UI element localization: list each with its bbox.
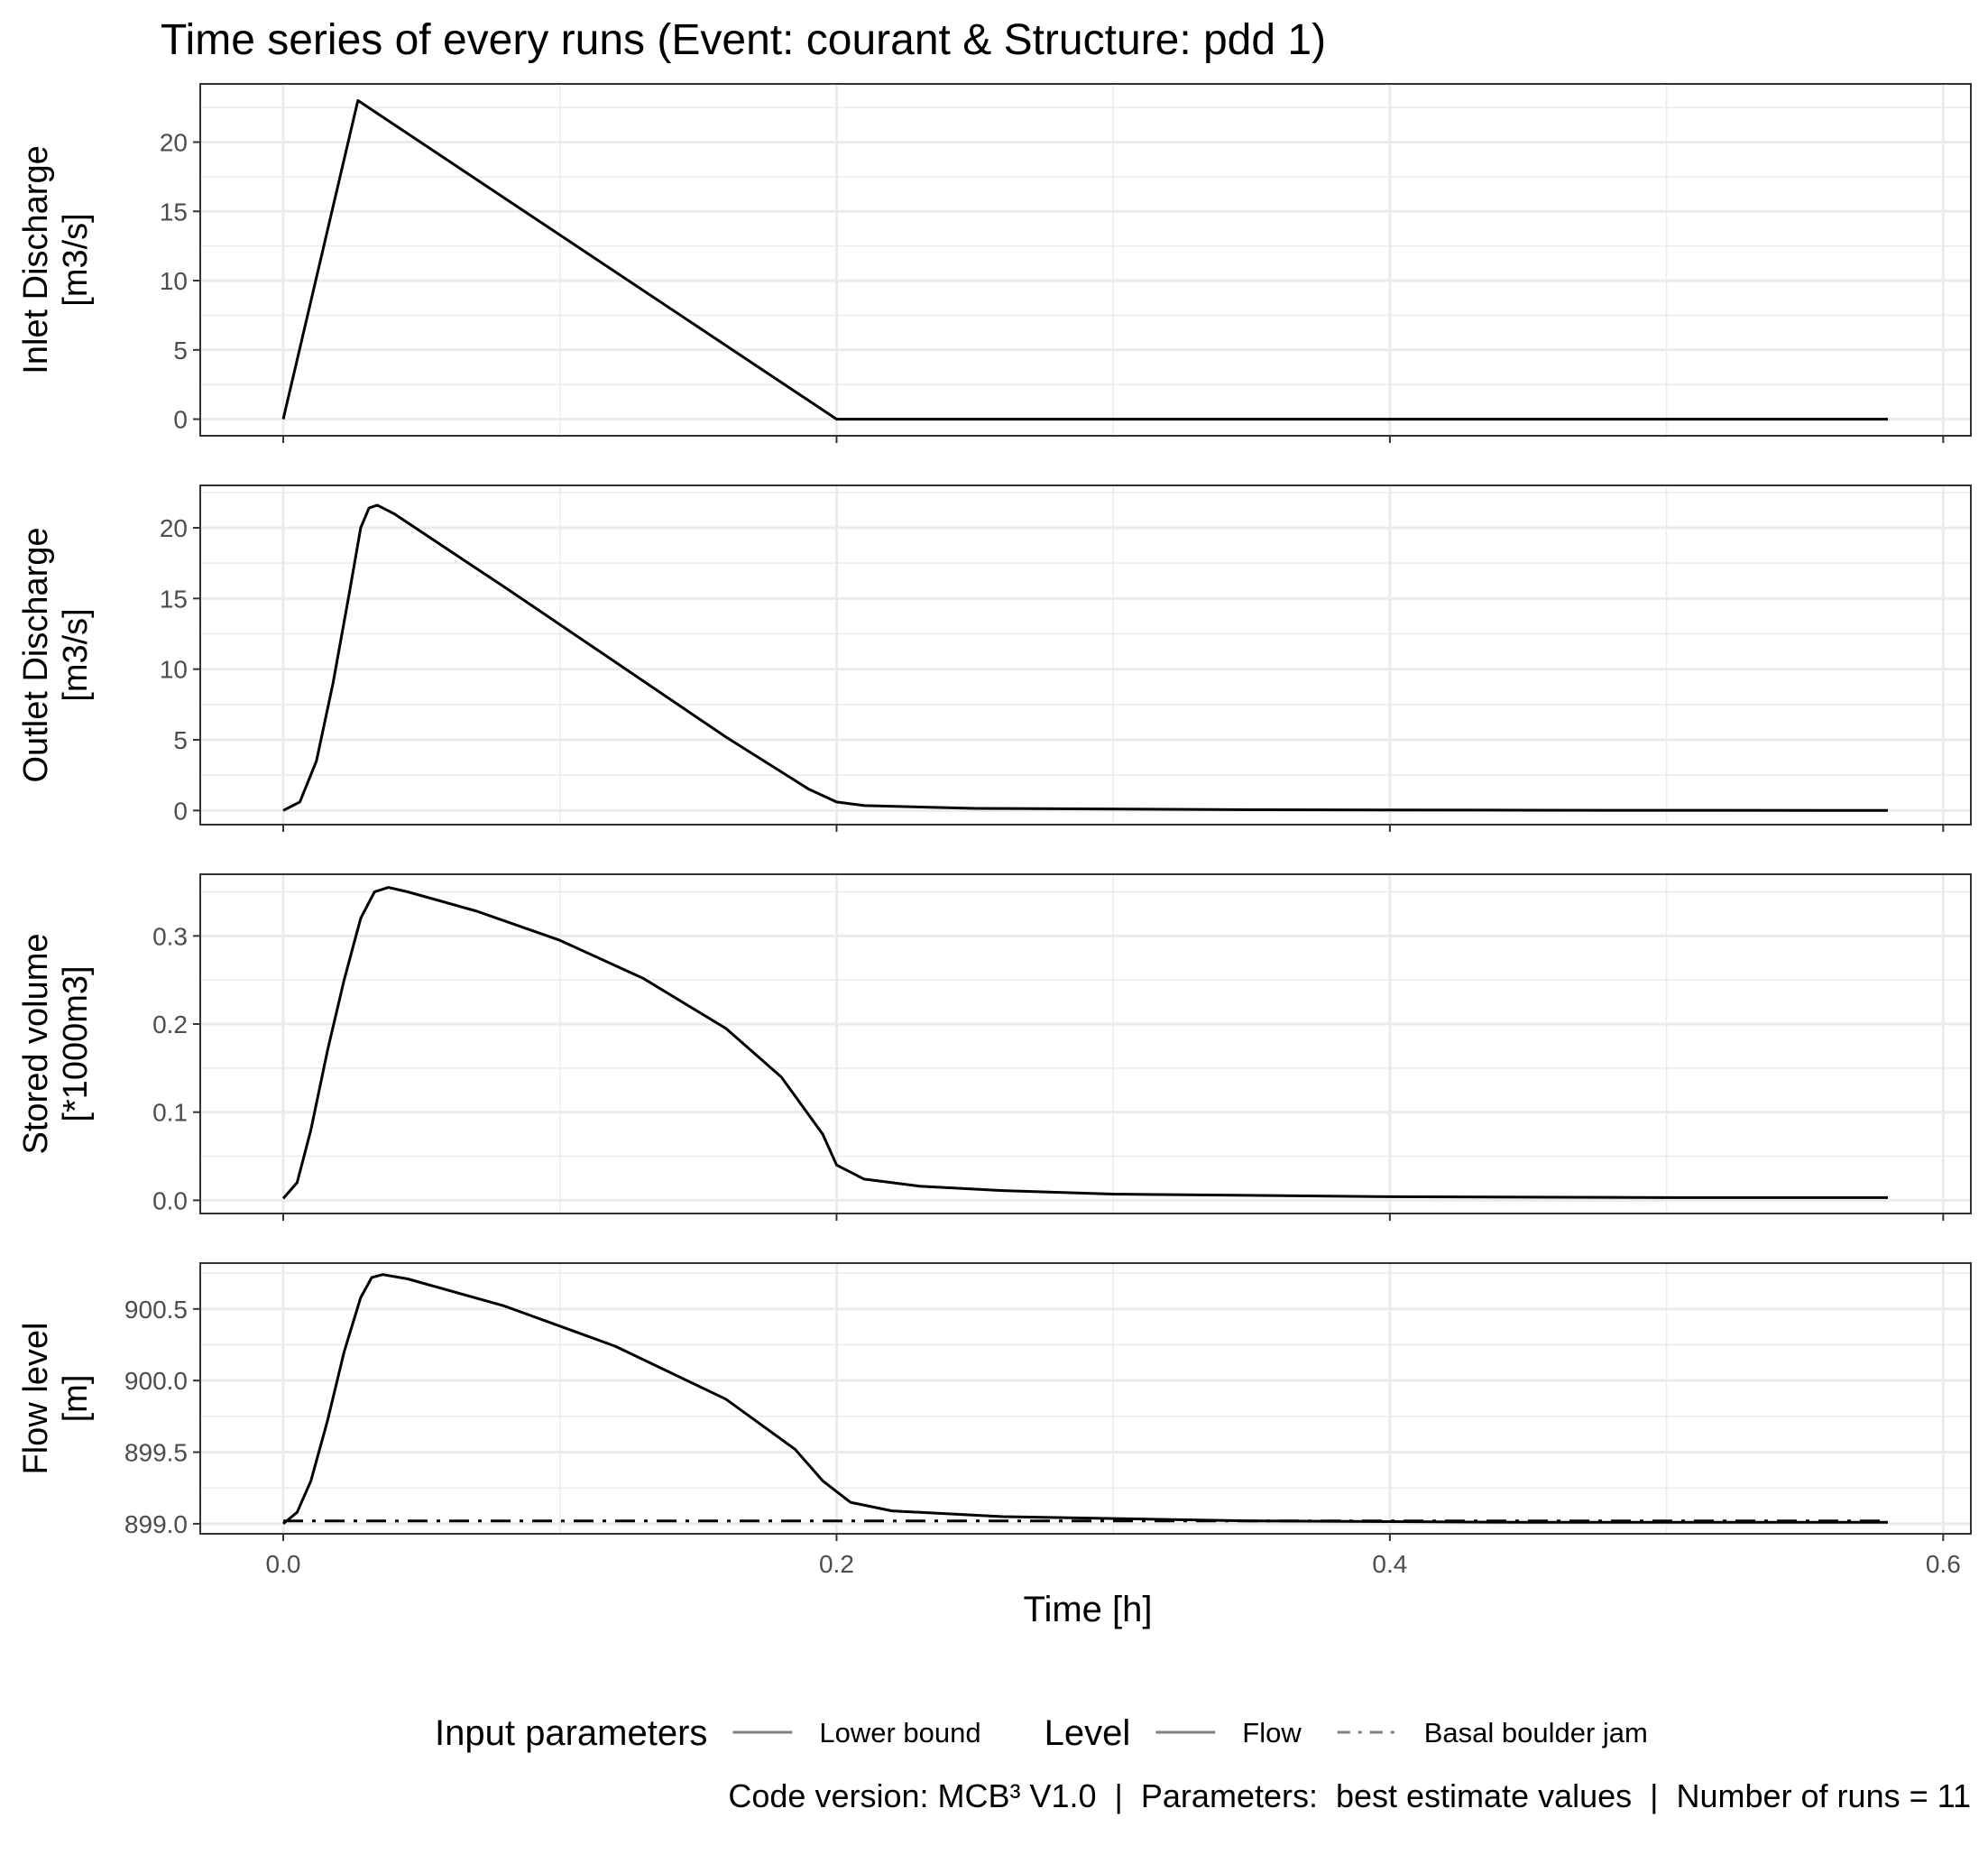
y-axis-label-line: Stored volume [17,933,55,1154]
y-tick-label: 899.0 [124,1510,188,1538]
y-tick-label: 900.0 [124,1367,188,1395]
y-tick-label: 10 [160,656,188,684]
y-axis-label-line: [m3/s] [57,608,95,701]
panel-inlet: 0 5 10 15 20 Inlet Discharge[m3/s] [17,83,1972,443]
series-line-solid [281,886,1888,1200]
series-line-solid [281,98,1888,421]
y-tick-label: 10 [160,267,188,295]
panel-background [200,874,1971,1213]
series-line-solid [282,503,1889,812]
x-tick-label: 0.4 [1372,1550,1407,1578]
y-tick-label: 20 [160,514,188,542]
x-tick-label: 0.6 [1926,1550,1961,1578]
panel-flow_level: 899.0 899.5 900.0 900.5 0.0 0.2 0.4 0.6 Flow lev… [17,1262,1972,1578]
y-tick-label: 0.1 [152,1099,188,1127]
y-axis-label-line: Flow level [17,1323,55,1475]
legend-item-label: Basal boulder jam [1424,1717,1648,1749]
y-axis-label: Flow level[m] [17,1323,95,1475]
y-axis-label: Outlet Discharge[m3/s] [17,527,95,782]
y-axis-label-line: Inlet Discharge [17,145,55,374]
y-tick-label: 0.0 [152,1186,188,1214]
y-tick-label: 0 [173,797,188,825]
panel-outlet: 0 5 10 15 20 Outlet Discharge[m3/s] [17,484,1972,832]
panel-border [199,1262,1972,1535]
legend: Input parameters Lower bound Level Flow Basa… [435,1713,1648,1753]
legend-item-label: Flow [1242,1717,1302,1749]
legend-title: Input parameters [435,1713,707,1753]
panel-background [200,1263,1971,1534]
y-axis-label-line: [m] [57,1375,95,1423]
y-tick-label: 15 [160,198,188,226]
y-tick-label: 0.3 [152,922,188,950]
x-tick-label: 0.0 [266,1550,301,1578]
x-tick-label: 0.2 [819,1550,854,1578]
panel-background [200,485,1971,825]
y-tick-label: 5 [173,726,188,754]
panel-border [199,873,1972,1214]
y-tick-label: 15 [160,585,188,613]
y-axis-label: Stored volume[*1000m3] [17,933,95,1154]
y-axis-label-line: [*1000m3] [57,965,95,1121]
y-tick-label: 0 [173,406,188,434]
chart-title: Time series of every runs (Event: couran… [161,16,1326,64]
panel-border [199,83,1972,437]
y-tick-label: 20 [160,128,188,156]
series-line-solid [282,1273,1888,1526]
x-axis-label: Time [h] [1024,1590,1153,1629]
y-axis-label: Inlet Discharge[m3/s] [17,145,95,374]
panel-stored: 0.0 0.1 0.2 0.3 Stored volume[*1000m3] [17,873,1972,1221]
y-axis-label-line: Outlet Discharge [17,527,55,782]
legend-title: Level [1045,1713,1131,1753]
caption: Code version: MCB³ V1.0 | Parameters: be… [728,1777,1971,1814]
y-tick-label: 900.5 [124,1296,188,1324]
panel-border [199,484,1972,826]
y-tick-label: 5 [173,337,188,364]
legend-item-label: Lower bound [819,1717,980,1749]
y-tick-label: 899.5 [124,1439,188,1467]
y-tick-label: 0.2 [152,1010,188,1038]
panel-background [200,84,1971,436]
y-axis-label-line: [m3/s] [57,213,95,306]
